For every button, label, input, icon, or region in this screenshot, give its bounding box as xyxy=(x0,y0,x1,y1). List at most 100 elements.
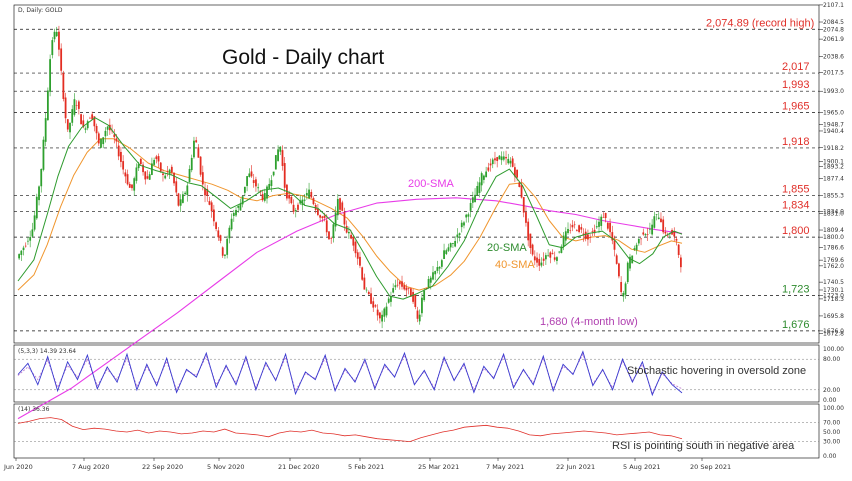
candle-208 xyxy=(478,177,481,198)
candle-235 xyxy=(538,253,541,272)
y-tick-label-6: 1993.0 xyxy=(823,88,844,95)
y-tick-label-20: 1769.6 xyxy=(823,257,844,264)
candle-232 xyxy=(531,243,534,257)
candle-2 xyxy=(22,245,25,256)
rsi-tick-3: 30.00 xyxy=(823,439,840,446)
x-tick-label-6: 25 Mar 2021 xyxy=(418,463,459,471)
level-label-7: 1,800 xyxy=(782,225,810,237)
candle-167 xyxy=(387,296,390,304)
candle-92 xyxy=(221,246,224,258)
candle-187 xyxy=(432,266,434,281)
y-tick-label-4: 2038.6 xyxy=(823,54,844,61)
candle-25 xyxy=(73,93,76,117)
sma-200-line xyxy=(17,197,683,420)
candle-233 xyxy=(533,250,536,266)
candle-257 xyxy=(587,229,589,246)
candle-216 xyxy=(496,156,499,168)
candle-223 xyxy=(511,155,514,168)
candle-125 xyxy=(294,207,297,218)
candle-174 xyxy=(403,282,406,291)
candle-59 xyxy=(148,171,151,180)
candle-108 xyxy=(257,183,260,193)
candle-153 xyxy=(356,249,359,265)
candle-250 xyxy=(571,220,574,232)
rsi-tick-0: 100.00 xyxy=(823,405,844,412)
candle-50 xyxy=(128,181,131,188)
x-tick-label-7: 7 May 2021 xyxy=(486,463,524,471)
candle-182 xyxy=(421,293,423,317)
candle-244 xyxy=(558,250,561,254)
candle-49 xyxy=(126,169,129,186)
candle-70 xyxy=(173,172,175,186)
y-tick-label-12: 1893.2 xyxy=(823,164,844,171)
candle-26 xyxy=(75,100,78,111)
candle-168 xyxy=(390,291,392,307)
candle-159 xyxy=(370,287,372,305)
candle-267 xyxy=(609,218,611,238)
candle-219 xyxy=(502,151,505,162)
candle-259 xyxy=(591,227,594,237)
candle-130 xyxy=(305,188,308,200)
sma-20-line xyxy=(17,117,683,300)
candle-0 xyxy=(18,253,21,261)
candle-185 xyxy=(427,276,430,289)
candle-117 xyxy=(277,145,279,162)
candle-154 xyxy=(359,251,361,269)
candle-135 xyxy=(317,204,319,217)
candle-245 xyxy=(560,244,563,254)
candle-276 xyxy=(629,253,631,272)
candle-62 xyxy=(155,154,158,164)
stochastic-pane-frame xyxy=(13,344,820,403)
candle-213 xyxy=(489,158,492,172)
y-tick-label-28: 1672.8 xyxy=(823,330,844,337)
candle-149 xyxy=(347,226,350,239)
candle-99 xyxy=(237,204,240,213)
x-tick-label-10: 20 Sep 2021 xyxy=(690,463,731,471)
candle-132 xyxy=(310,189,313,199)
candle-151 xyxy=(352,236,355,252)
candle-124 xyxy=(292,199,295,215)
stoch-signal-line xyxy=(17,352,683,395)
candle-194 xyxy=(447,243,450,253)
candle-56 xyxy=(142,161,144,176)
candle-237 xyxy=(542,252,545,267)
candle-230 xyxy=(527,218,530,247)
support-resistance-levels: 2,074.89 (record high) 2,017 1,993 1,965 1,9… xyxy=(14,17,819,332)
candle-30 xyxy=(84,126,87,134)
y-tick-label-18: 1800.0 xyxy=(823,234,844,241)
candle-224 xyxy=(513,163,516,183)
candle-77 xyxy=(188,165,191,183)
sma40-label: 40-SMA xyxy=(495,259,535,271)
candle-207 xyxy=(476,181,479,196)
x-tick-label-0: Jun 2020 xyxy=(3,463,33,471)
candle-63 xyxy=(157,153,160,168)
candle-93 xyxy=(224,254,226,259)
candle-24 xyxy=(71,105,74,126)
candle-145 xyxy=(339,197,341,215)
candle-118 xyxy=(279,146,282,156)
candle-203 xyxy=(467,212,470,223)
candle-280 xyxy=(637,238,640,246)
candle-76 xyxy=(186,183,189,202)
main-pane-frame xyxy=(13,4,820,344)
y-tick-label-8: 1948.7 xyxy=(823,122,844,129)
candle-3 xyxy=(24,242,27,248)
candle-278 xyxy=(633,245,636,252)
candle-100 xyxy=(239,198,242,211)
candle-247 xyxy=(564,227,567,246)
candle-144 xyxy=(336,194,339,221)
time-axis: Jun 2020 7 Aug 2020 22 Sep 2020 5 Nov 2020 2… xyxy=(3,458,731,471)
y-tick-label-22: 1740.5 xyxy=(823,279,844,286)
candle-236 xyxy=(540,257,543,268)
candle-39 xyxy=(104,127,107,143)
candle-210 xyxy=(483,174,485,184)
candle-198 xyxy=(456,228,459,244)
candle-101 xyxy=(241,196,244,208)
candle-79 xyxy=(193,136,195,159)
stochastic-annotation: Stochastic hovering in oversold zone xyxy=(627,365,806,377)
candle-199 xyxy=(458,232,461,242)
candle-21 xyxy=(64,92,67,124)
rsi-line xyxy=(17,417,683,443)
x-tick-label-5: 5 Feb 2021 xyxy=(348,463,384,471)
